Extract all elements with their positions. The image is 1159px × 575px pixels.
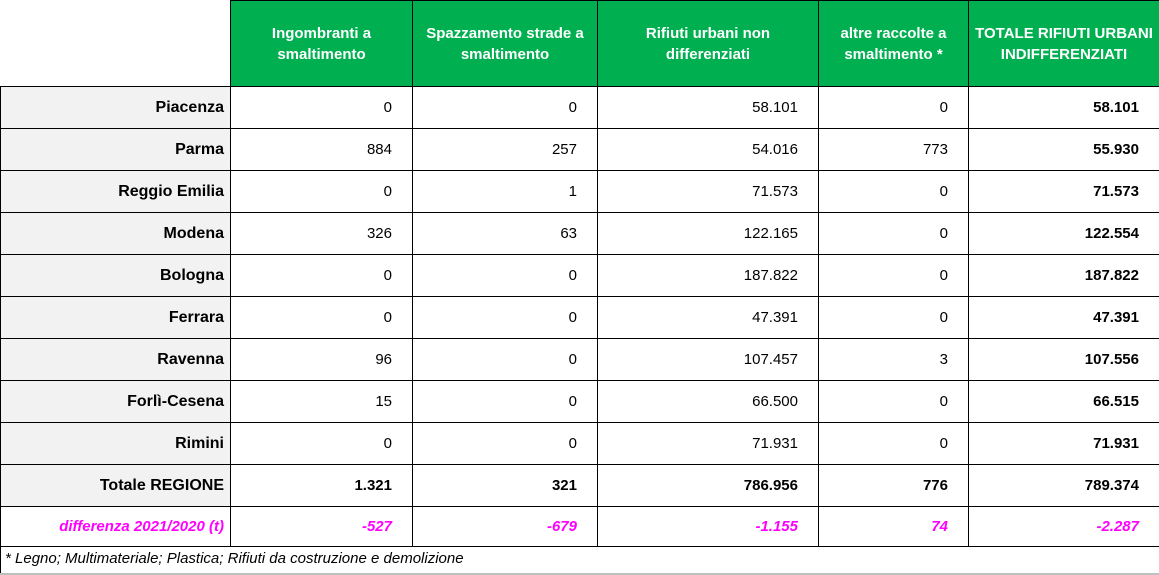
total-row-label: Totale REGIONE [1, 465, 231, 507]
cell: 47.391 [598, 297, 819, 339]
column-header-rifiuti-non-differenziati: Rifiuti urbani non differenziati [598, 1, 819, 87]
column-header-spazzamento: Spazzamento strade a smaltimento [413, 1, 598, 87]
row-label: Ravenna [1, 339, 231, 381]
cell: 0 [231, 255, 413, 297]
total-cell: 321 [413, 465, 598, 507]
cell: 71.573 [598, 171, 819, 213]
cell: 326 [231, 213, 413, 255]
cell: 66.500 [598, 381, 819, 423]
cell-total: 71.573 [969, 171, 1159, 213]
corner-cell [1, 1, 231, 87]
cell: 15 [231, 381, 413, 423]
cell-total: 66.515 [969, 381, 1159, 423]
row-label: Forlì-Cesena [1, 381, 231, 423]
column-header-altre-raccolte: altre raccolte a smaltimento * [819, 1, 969, 87]
total-cell: 776 [819, 465, 969, 507]
cell: 0 [231, 87, 413, 129]
cell: 884 [231, 129, 413, 171]
row-label: Ferrara [1, 297, 231, 339]
difference-cell: -1.155 [598, 507, 819, 547]
difference-cell: -679 [413, 507, 598, 547]
cell-total: 47.391 [969, 297, 1159, 339]
row-label: Piacenza [1, 87, 231, 129]
cell: 0 [231, 297, 413, 339]
cell-total: 58.101 [969, 87, 1159, 129]
cell: 0 [819, 381, 969, 423]
cell: 0 [819, 423, 969, 465]
cell: 63 [413, 213, 598, 255]
row-label: Rimini [1, 423, 231, 465]
cell: 0 [231, 423, 413, 465]
table-row-parma: Parma 884 257 54.016 773 55.930 [1, 129, 1159, 171]
row-label: Parma [1, 129, 231, 171]
cell: 0 [413, 339, 598, 381]
cell-total: 55.930 [969, 129, 1159, 171]
cell: 773 [819, 129, 969, 171]
cell: 54.016 [598, 129, 819, 171]
cell-total: 187.822 [969, 255, 1159, 297]
cell: 0 [413, 255, 598, 297]
table-row-reggio-emilia: Reggio Emilia 0 1 71.573 0 71.573 [1, 171, 1159, 213]
cell: 122.165 [598, 213, 819, 255]
row-label: Bologna [1, 255, 231, 297]
cell: 0 [819, 213, 969, 255]
cell: 0 [819, 171, 969, 213]
table-row-forli-cesena: Forlì-Cesena 15 0 66.500 0 66.515 [1, 381, 1159, 423]
cell: 257 [413, 129, 598, 171]
total-cell-grand: 789.374 [969, 465, 1159, 507]
difference-cell: 74 [819, 507, 969, 547]
cell: 0 [413, 381, 598, 423]
total-row: Totale REGIONE 1.321 321 786.956 776 789… [1, 465, 1159, 507]
table-row-bologna: Bologna 0 0 187.822 0 187.822 [1, 255, 1159, 297]
cell: 96 [231, 339, 413, 381]
column-header-ingombranti: Ingombranti a smaltimento [231, 1, 413, 87]
row-label: Modena [1, 213, 231, 255]
table-row-ravenna: Ravenna 96 0 107.457 3 107.556 [1, 339, 1159, 381]
table-row-ferrara: Ferrara 0 0 47.391 0 47.391 [1, 297, 1159, 339]
cell-total: 107.556 [969, 339, 1159, 381]
footnote-row: * Legno; Multimateriale; Plastica; Rifiu… [1, 547, 1159, 574]
row-label: Reggio Emilia [1, 171, 231, 213]
cell: 187.822 [598, 255, 819, 297]
cell: 0 [231, 171, 413, 213]
cell: 0 [819, 87, 969, 129]
cell-total: 71.931 [969, 423, 1159, 465]
cell: 0 [413, 423, 598, 465]
cell: 0 [413, 87, 598, 129]
difference-cell-total: -2.287 [969, 507, 1159, 547]
table-row-piacenza: Piacenza 0 0 58.101 0 58.101 [1, 87, 1159, 129]
cell: 71.931 [598, 423, 819, 465]
table-row-rimini: Rimini 0 0 71.931 0 71.931 [1, 423, 1159, 465]
cell: 3 [819, 339, 969, 381]
column-header-totale: TOTALE RIFIUTI URBANI INDIFFERENZIATI [969, 1, 1159, 87]
cell: 107.457 [598, 339, 819, 381]
cell: 0 [413, 297, 598, 339]
cell: 1 [413, 171, 598, 213]
cell: 58.101 [598, 87, 819, 129]
cell-total: 122.554 [969, 213, 1159, 255]
table-row-modena: Modena 326 63 122.165 0 122.554 [1, 213, 1159, 255]
cell: 0 [819, 255, 969, 297]
total-cell: 1.321 [231, 465, 413, 507]
difference-cell: -527 [231, 507, 413, 547]
difference-row: differenza 2021/2020 (t) -527 -679 -1.15… [1, 507, 1159, 547]
header-row: Ingombranti a smaltimento Spazzamento st… [1, 1, 1159, 87]
footnote-text: * Legno; Multimateriale; Plastica; Rifiu… [1, 547, 1159, 574]
total-cell: 786.956 [598, 465, 819, 507]
difference-row-label: differenza 2021/2020 (t) [1, 507, 231, 547]
cell: 0 [819, 297, 969, 339]
